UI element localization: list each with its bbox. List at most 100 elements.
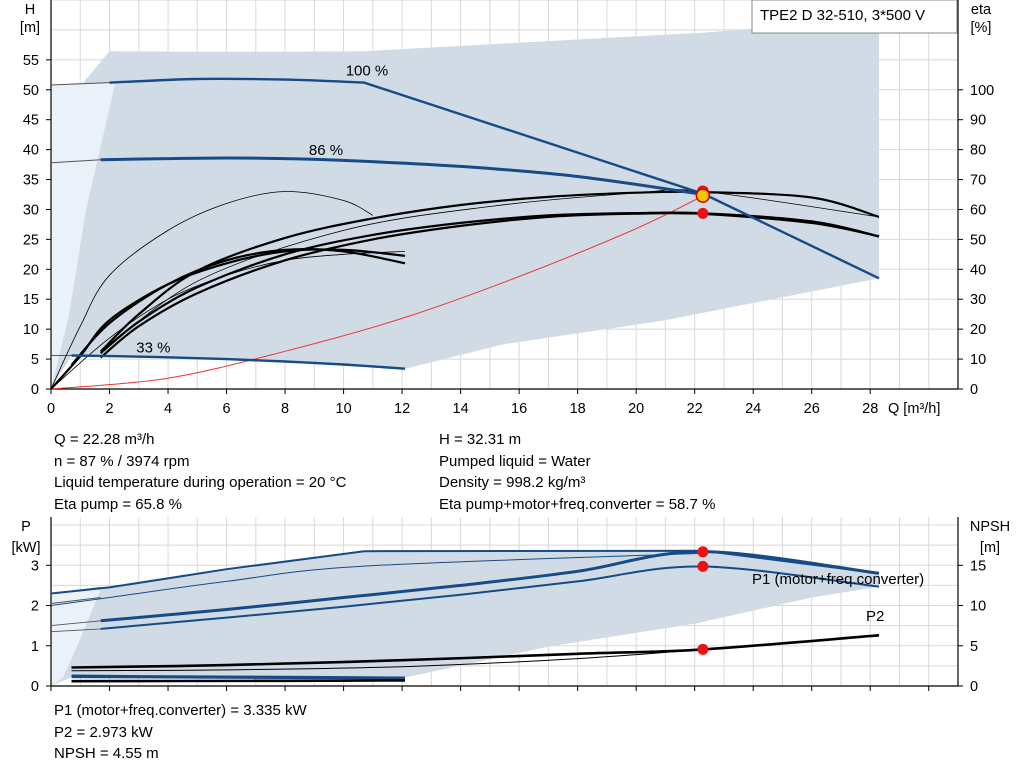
p-axis-title: P <box>21 519 31 535</box>
x-tick-label: 14 <box>453 401 469 417</box>
eta-curve-1 <box>99 211 880 359</box>
y-left-tick-label: 15 <box>23 292 39 308</box>
readout-eta-pump: Eta pump = 65.8 % <box>54 495 182 513</box>
p1-series-label: P1 (motor+freq.converter) <box>752 571 924 588</box>
y-left-tick-label: 25 <box>23 232 39 248</box>
x-tick-label: 24 <box>745 401 761 417</box>
x-tick-label: 2 <box>105 401 113 417</box>
x-tick-label: 12 <box>394 401 410 417</box>
p2-curve-1 <box>71 676 406 680</box>
y-right-tick-label: 40 <box>970 262 986 278</box>
y-left-axis-unit: [m] <box>20 20 40 36</box>
p-tick-label: 2 <box>31 599 39 615</box>
speed-label-0: 100 % <box>346 63 389 80</box>
x-tick-label: 20 <box>628 401 644 417</box>
y-left-tick-label: 20 <box>23 262 39 278</box>
y-left-tick-label: 55 <box>23 53 39 69</box>
speed-label-2: 33 % <box>136 340 170 357</box>
p-tick-label: 3 <box>31 558 39 574</box>
readout-head: H = 32.31 m <box>439 431 522 448</box>
y-right-tick-label: 100 <box>970 83 994 99</box>
npsh-curve-1 <box>71 679 406 683</box>
y-right-axis-title: eta <box>971 2 992 18</box>
readout-eta-total: Eta pump+motor+freq.converter = 58.7 % <box>439 495 716 513</box>
bottom-operating-area-extension <box>51 589 101 686</box>
p2-curve-0 <box>100 565 880 630</box>
readouts-top-right: H = 32.31 m Pumped liquid = Water Densit… <box>439 429 715 515</box>
p-tick-label: 0 <box>31 679 39 695</box>
npsh-tick-label: 15 <box>970 558 986 574</box>
readout-speed: n = 87 % / 3974 rpm <box>54 452 190 470</box>
readout-density: Density = 998.2 kg/m³ <box>439 474 586 491</box>
duty-point-head-marker <box>695 188 711 203</box>
y-left-axis-title: H <box>25 2 35 18</box>
y-right-tick-label: 10 <box>970 352 986 368</box>
y-left-tick-label: 5 <box>31 352 39 368</box>
power-extension-1 <box>50 597 101 604</box>
y-right-axis-unit: [%] <box>971 20 992 36</box>
x-axis-title: Q [m³/h] <box>888 401 940 417</box>
eta-curve-4 <box>50 248 406 390</box>
y-left-tick-label: 35 <box>23 173 39 189</box>
duty-point-p1 <box>697 546 709 558</box>
readout-flow: Q = 22.28 m³/h <box>54 431 155 448</box>
readout-p2: P2 = 2.973 kW <box>54 723 153 741</box>
x-tick-label: 18 <box>570 401 586 417</box>
npsh-curve-0 <box>71 634 880 669</box>
eta-curve-3 <box>70 248 406 366</box>
npsh-tick-label: 0 <box>970 679 978 695</box>
x-tick-label: 4 <box>164 401 172 417</box>
power-extension-3 <box>50 628 101 633</box>
x-tick-label: 16 <box>511 401 527 417</box>
head-86-extension <box>50 159 101 164</box>
y-left-tick-label: 45 <box>23 113 39 129</box>
y-left-tick-label: 40 <box>23 143 39 159</box>
head-100-extension <box>50 82 110 86</box>
x-tick-label: 26 <box>804 401 820 417</box>
readout-liquid: Pumped liquid = Water <box>439 452 591 470</box>
duty-point-npsh <box>697 643 709 655</box>
x-tick-label: 10 <box>336 401 352 417</box>
readout-npsh: NPSH = 4.55 m <box>54 745 159 762</box>
duty-point-eta <box>697 207 709 219</box>
p-axis-unit: [kW] <box>12 540 41 556</box>
p2-curve-100 <box>50 552 704 606</box>
head-curve-33 <box>71 354 406 370</box>
readouts-bottom: P1 (motor+freq.converter) = 3.335 kW P2 … <box>54 700 307 765</box>
y-right-tick-label: 50 <box>970 232 986 248</box>
title-box <box>751 0 958 34</box>
y-right-tick-label: 90 <box>970 113 986 129</box>
y-right-tick-label: 80 <box>970 143 986 159</box>
y-left-tick-label: 50 <box>23 83 39 99</box>
npsh-tick-label: 10 <box>970 599 986 615</box>
y-right-tick-label: 20 <box>970 322 986 338</box>
bottom-operating-area <box>51 550 879 686</box>
eta-thin-curve-0 <box>50 191 373 390</box>
chart-title: TPE2 D 32-510, 3*500 V <box>760 7 925 24</box>
head-curve-100 <box>109 77 880 280</box>
speed-label-1: 86 % <box>309 142 343 159</box>
power-extension-2 <box>50 620 101 627</box>
readout-p1: P1 (motor+freq.converter) = 3.335 kW <box>54 702 307 719</box>
y-right-tick-label: 0 <box>970 382 978 398</box>
x-tick-label: 22 <box>687 401 703 417</box>
x-tick-label: 0 <box>47 401 55 417</box>
p-tick-label: 1 <box>31 639 39 655</box>
y-left-tick-label: 10 <box>23 322 39 338</box>
y-left-tick-label: 0 <box>31 382 39 398</box>
npsh-axis-title: NPSH <box>970 519 1010 535</box>
head-curve-86 <box>100 156 704 196</box>
duty-point-p2 <box>697 560 709 572</box>
y-left-tick-label: 30 <box>23 202 39 218</box>
npsh-tick-label: 5 <box>970 639 978 655</box>
readout-temperature: Liquid temperature during operation = 20… <box>54 474 347 491</box>
y-right-tick-label: 70 <box>970 173 986 189</box>
p1-curve-1 <box>50 549 880 595</box>
system-curve <box>50 195 704 390</box>
npsh-curve-thin <box>71 648 704 672</box>
y-right-tick-label: 30 <box>970 292 986 308</box>
p2-series-label: P2 <box>866 608 884 625</box>
x-tick-label: 28 <box>862 401 878 417</box>
npsh-axis-unit: [m] <box>980 540 1000 556</box>
